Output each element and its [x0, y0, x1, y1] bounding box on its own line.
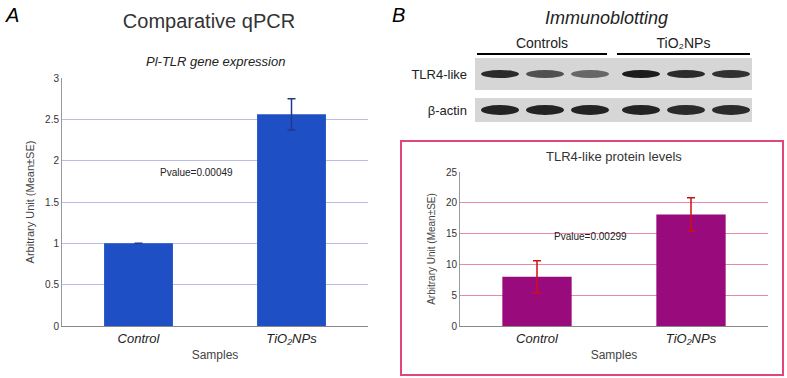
svg-text:0.5: 0.5 — [45, 279, 59, 290]
svg-text:0: 0 — [451, 321, 457, 332]
svg-text:20: 20 — [446, 197, 458, 208]
svg-text:Samples: Samples — [591, 348, 638, 362]
svg-text:TLR4-like: TLR4-like — [411, 67, 467, 82]
svg-text:Pvalue=0.00049: Pvalue=0.00049 — [160, 167, 233, 178]
html-text:A: A — [6, 4, 20, 26]
svg-text:25: 25 — [446, 167, 458, 178]
svg-text:Arbitrary Unit (Mean±SE): Arbitrary Unit (Mean±SE) — [24, 141, 36, 264]
svg-text:Control: Control — [516, 331, 559, 346]
svg-text:15: 15 — [446, 228, 458, 239]
svg-text:Samples: Samples — [192, 348, 239, 362]
svg-text:1.5: 1.5 — [45, 197, 59, 208]
svg-text:2.5: 2.5 — [45, 114, 59, 125]
svg-text:10: 10 — [446, 259, 458, 270]
svg-text:TiO₂NPs: TiO₂NPs — [666, 331, 717, 346]
svg-text:0: 0 — [53, 321, 59, 332]
svg-text:1: 1 — [53, 238, 59, 249]
svg-text:Arbitrary Unit (Mean±SE): Arbitrary Unit (Mean±SE) — [426, 193, 437, 305]
svg-text:Control: Control — [118, 331, 161, 346]
svg-text:Immunoblotting: Immunoblotting — [545, 8, 668, 28]
svg-text:Comparative qPCR: Comparative qPCR — [123, 10, 295, 32]
svg-text:3: 3 — [53, 73, 59, 84]
svg-text:TiO₂NPs: TiO₂NPs — [266, 331, 317, 346]
svg-text:5: 5 — [451, 290, 457, 301]
svg-text:Pvalue=0.00299: Pvalue=0.00299 — [554, 231, 627, 242]
svg-text:β-actin: β-actin — [428, 103, 467, 118]
svg-text:2: 2 — [53, 155, 59, 166]
html-text:B: B — [392, 4, 406, 26]
svg-text:TLR4-like protein levels: TLR4-like protein levels — [546, 149, 682, 164]
svg-text:TiO₂NPs: TiO₂NPs — [657, 35, 711, 51]
svg-text:Pl-TLR gene expression: Pl-TLR gene expression — [146, 54, 285, 69]
svg-text:Controls: Controls — [516, 35, 568, 51]
